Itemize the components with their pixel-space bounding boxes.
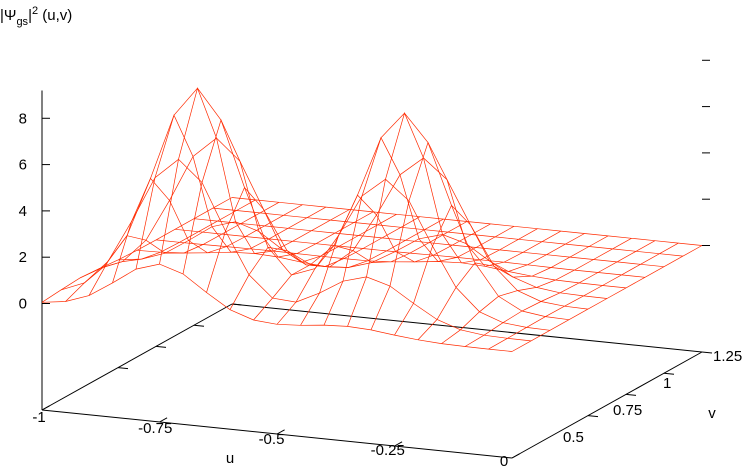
z-tick-label: 2 bbox=[19, 249, 27, 266]
x-tick bbox=[41, 405, 50, 411]
x-tick-label: -1 bbox=[32, 409, 45, 426]
y-tick bbox=[625, 393, 637, 396]
x-tick bbox=[511, 453, 520, 459]
mesh-line-v bbox=[135, 114, 327, 270]
mesh-line-u bbox=[98, 112, 570, 321]
mesh-line-v bbox=[347, 112, 538, 327]
mesh-line-u bbox=[41, 263, 513, 352]
mesh-line-v bbox=[65, 199, 256, 302]
z-label-subscript: gs bbox=[16, 16, 28, 28]
mesh-line-v bbox=[464, 240, 656, 347]
z-tick-label: 4 bbox=[19, 203, 27, 220]
z-label-part: |Ψ bbox=[0, 7, 16, 24]
z-label-part: (u,v) bbox=[38, 7, 72, 24]
z-label-superscript: 2 bbox=[32, 5, 38, 17]
y-axis-label: v bbox=[708, 405, 716, 422]
x-tick bbox=[159, 417, 168, 423]
mesh-line-v bbox=[441, 237, 632, 344]
z-tick-label: 0 bbox=[19, 296, 27, 313]
mesh-line-u bbox=[117, 157, 589, 310]
y-tick bbox=[231, 303, 243, 306]
base-edge bbox=[41, 303, 233, 411]
mesh-line-v bbox=[370, 141, 562, 331]
z-label-part: | bbox=[28, 7, 32, 24]
mesh-line-v bbox=[41, 197, 233, 303]
mesh-line-v bbox=[206, 186, 397, 293]
y-tick-label: 1 bbox=[663, 375, 671, 392]
mesh-line-v bbox=[88, 201, 280, 296]
y-tick bbox=[155, 345, 167, 348]
z-tick-label: 6 bbox=[19, 157, 27, 174]
mesh-line-v bbox=[394, 204, 585, 336]
z-tick-label: 8 bbox=[19, 110, 27, 127]
y-tick bbox=[701, 351, 713, 354]
y-tick bbox=[587, 415, 599, 418]
mesh-line-v bbox=[488, 242, 679, 350]
x-axis-label: u bbox=[226, 450, 234, 466]
y-tick bbox=[193, 324, 205, 327]
mesh-line-v bbox=[323, 136, 515, 326]
y-tick-label: 0.5 bbox=[563, 429, 584, 446]
mesh-line-v bbox=[511, 245, 703, 352]
mesh-line-v bbox=[300, 194, 491, 326]
base-edge bbox=[511, 351, 703, 459]
mesh-line-u bbox=[79, 87, 551, 331]
mesh-line-v bbox=[159, 87, 350, 265]
mesh-line-v bbox=[253, 218, 444, 321]
mesh-line-v bbox=[112, 177, 303, 284]
mesh-line-v bbox=[276, 221, 468, 325]
x-tick-label: -0.75 bbox=[138, 420, 172, 437]
x-tick-label: -0.5 bbox=[259, 431, 285, 448]
z-axis-label: |Ψgs|2 (u,v) bbox=[0, 5, 72, 28]
mesh-line-v bbox=[417, 235, 609, 341]
mesh-line-v bbox=[182, 119, 374, 274]
x-tick-label: 0 bbox=[500, 453, 508, 466]
x-tick bbox=[276, 429, 285, 435]
y-tick-label: 0.75 bbox=[613, 402, 642, 419]
x-tick-label: -0.25 bbox=[371, 442, 405, 459]
y-tick bbox=[117, 367, 129, 370]
base-edge bbox=[231, 303, 703, 353]
x-tick bbox=[394, 441, 403, 447]
y-tick-label: 1.25 bbox=[713, 348, 742, 365]
y-tick bbox=[663, 372, 675, 375]
mesh-line-u bbox=[60, 158, 532, 342]
